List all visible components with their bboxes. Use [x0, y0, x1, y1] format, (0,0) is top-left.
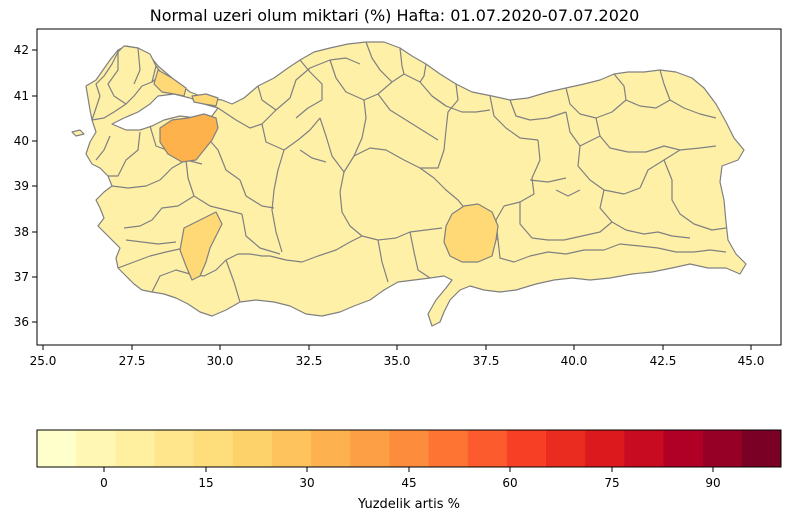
map-title: Normal uzeri olum miktari (%) Hafta: 01.… — [149, 6, 640, 25]
x-tick: 40.0 — [561, 345, 588, 368]
colorbar-cell — [546, 430, 586, 467]
colorbar-tick: 30 — [299, 467, 315, 490]
colorbar-cell — [389, 430, 430, 467]
y-tick-label: 38 — [14, 225, 29, 239]
x-tick-label: 27.5 — [119, 354, 146, 368]
colorbar-cell — [467, 430, 508, 467]
colorbar-tick: 15 — [198, 467, 214, 490]
y-tick-label: 37 — [14, 270, 29, 284]
y-tick: 36 — [14, 315, 37, 329]
map-frame — [36, 28, 782, 346]
colorbar-tick-label: 90 — [705, 476, 720, 490]
y-axis: 42 41 40 39 38 37 36 — [14, 43, 37, 329]
y-tick: 39 — [14, 179, 37, 193]
y-tick-label: 40 — [14, 134, 29, 148]
x-tick-label: 37.5 — [473, 354, 500, 368]
colorbar-tick-label: 60 — [502, 476, 517, 490]
gokceada — [71, 129, 85, 137]
province-malatya — [443, 203, 499, 263]
colorbar-cell — [232, 430, 273, 467]
colorbar-label: Yuzdelik artis % — [357, 497, 460, 512]
colorbar-cell — [154, 430, 195, 467]
y-tick: 37 — [14, 270, 37, 284]
y-tick-label: 42 — [14, 43, 29, 57]
x-tick: 27.5 — [119, 345, 146, 368]
colorbar-cell — [115, 430, 155, 467]
x-tick: 32.5 — [296, 345, 323, 368]
colorbar-cell — [271, 430, 312, 467]
y-tick: 38 — [14, 225, 37, 239]
colorbar-tick: 75 — [604, 467, 620, 490]
y-tick-label: 36 — [14, 315, 29, 329]
colorbar-ticks: 0 15 30 45 60 75 90 — [100, 467, 721, 490]
colorbar-cell — [350, 430, 390, 467]
colorbar-tick: 90 — [705, 467, 721, 490]
colorbar-tick-label: 30 — [299, 476, 314, 490]
colorbar-tick: 60 — [502, 467, 518, 490]
y-tick: 40 — [14, 134, 37, 148]
colorbar-cell — [428, 430, 469, 467]
x-tick-label: 35.0 — [384, 354, 411, 368]
colorbar-cell — [702, 430, 743, 467]
colorbar — [37, 430, 782, 467]
colorbar-cell — [193, 430, 234, 467]
y-tick: 41 — [14, 89, 37, 103]
colorbar-cell — [585, 430, 625, 467]
colorbar-tick-label: 15 — [198, 476, 213, 490]
x-tick-label: 30.0 — [207, 354, 234, 368]
y-tick: 42 — [14, 43, 37, 57]
x-tick: 42.5 — [650, 345, 677, 368]
x-tick-label: 42.5 — [650, 354, 677, 368]
colorbar-tick-label: 45 — [401, 476, 416, 490]
province-bursa — [159, 113, 219, 163]
colorbar-cell — [37, 430, 77, 467]
colorbar-cell — [506, 430, 547, 467]
x-tick-label: 40.0 — [561, 354, 588, 368]
colorbar-tick-label: 75 — [604, 476, 619, 490]
x-tick: 25.0 — [30, 345, 57, 368]
colorbar-tick-label: 0 — [100, 476, 108, 490]
colorbar-tick: 45 — [401, 467, 417, 490]
x-tick-label: 25.0 — [30, 354, 57, 368]
x-tick-label: 45.0 — [738, 354, 765, 368]
colorbar-cell — [311, 430, 351, 467]
x-tick: 35.0 — [384, 345, 411, 368]
turkey-map — [71, 41, 747, 327]
province-kocaeli — [191, 93, 219, 107]
x-tick: 37.5 — [473, 345, 500, 368]
country-outline — [85, 41, 747, 327]
colorbar-cell — [624, 430, 665, 467]
colorbar-tick: 0 — [100, 467, 108, 490]
x-tick-label: 32.5 — [296, 354, 323, 368]
x-tick: 45.0 — [738, 345, 765, 368]
province-tekirdag — [153, 69, 187, 97]
province-usak — [179, 211, 223, 281]
x-tick: 30.0 — [207, 345, 234, 368]
x-axis: 25.0 27.5 30.0 32.5 35.0 37.5 40.0 42.5 … — [30, 345, 765, 368]
colorbar-cell — [76, 430, 116, 467]
colorbar-cell — [741, 430, 782, 467]
y-tick-label: 41 — [14, 89, 29, 103]
colorbar-cell — [663, 430, 704, 467]
y-tick-label: 39 — [14, 179, 29, 193]
